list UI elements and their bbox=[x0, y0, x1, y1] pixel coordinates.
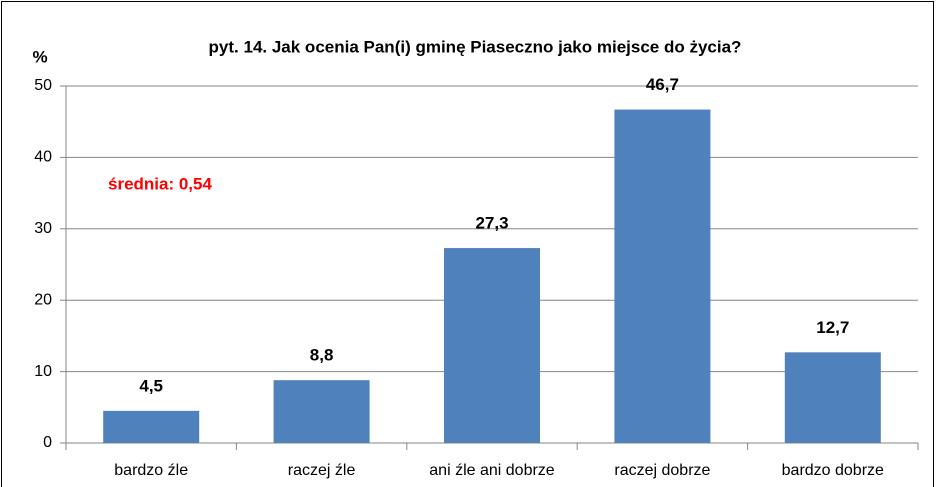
x-tick-label: raczej dobrze bbox=[614, 462, 710, 479]
data-label: 46,7 bbox=[646, 75, 679, 94]
y-axis-label: % bbox=[32, 47, 47, 66]
data-label: 8,8 bbox=[310, 346, 334, 365]
y-tick-label: 10 bbox=[34, 363, 52, 380]
x-tick-label: ani źle ani dobrze bbox=[429, 462, 555, 479]
y-tick-label: 0 bbox=[43, 434, 52, 451]
data-label: 27,3 bbox=[475, 214, 508, 233]
y-tick-label: 30 bbox=[34, 220, 52, 237]
data-label: 4,5 bbox=[139, 376, 163, 395]
x-tick-label: bardzo dobrze bbox=[782, 462, 884, 479]
bar bbox=[273, 380, 370, 443]
data-label: 12,7 bbox=[816, 318, 849, 337]
bar bbox=[103, 410, 200, 443]
x-tick-label: raczej źle bbox=[288, 462, 356, 479]
bar bbox=[444, 248, 540, 443]
chart-title: pyt. 14. Jak ocenia Pan(i) gminę Piasecz… bbox=[209, 37, 742, 56]
y-tick-label: 20 bbox=[34, 291, 52, 308]
y-tick-label: 50 bbox=[34, 77, 52, 94]
bar bbox=[614, 109, 711, 443]
y-tick-label: 40 bbox=[34, 149, 52, 166]
bar bbox=[784, 352, 881, 443]
x-tick-label: bardzo źle bbox=[114, 462, 188, 479]
annotation: średnia: 0,54 bbox=[108, 174, 212, 193]
